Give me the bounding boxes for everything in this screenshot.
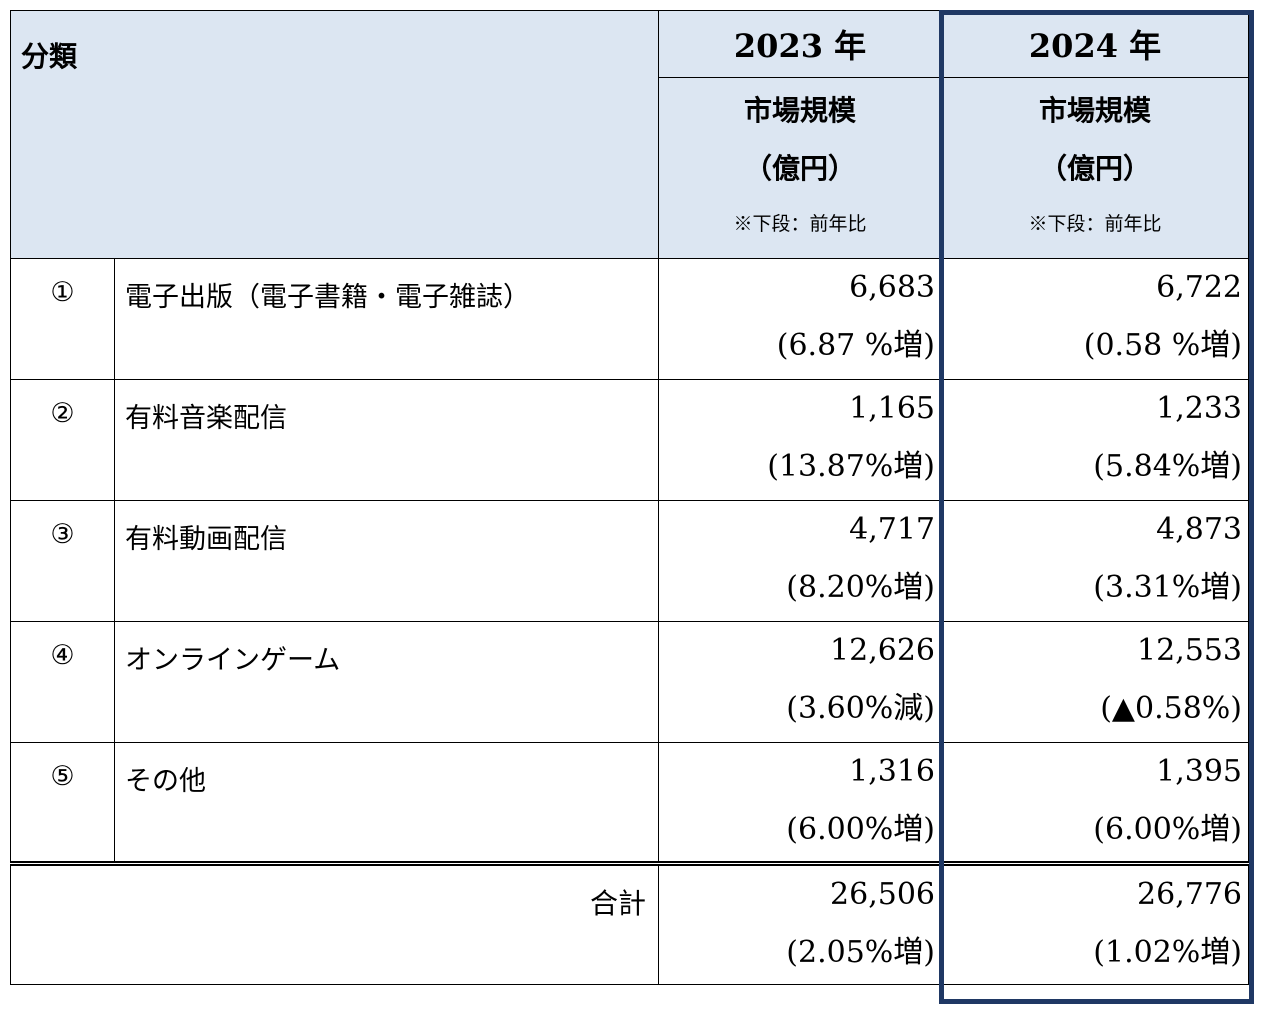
header-row-year: 分類 2023 年 2024 年 — [9, 10, 1250, 259]
market-size-value: 6,683 — [849, 270, 936, 305]
metric-label: 市場規模 — [1039, 94, 1152, 127]
total-value: 26,776 — [1137, 877, 1243, 912]
table-row: ④ オンラインゲーム 12,626 (3.60%減) 12,553 (▲0.58… — [10, 621, 1250, 743]
row-category: 有料音楽配信 — [113, 379, 660, 501]
market-size-value: 1,316 — [849, 754, 936, 789]
row-category: 電子出版（電子書籍・電子雑誌） — [113, 258, 660, 380]
market-size-value: 6,722 — [1156, 270, 1243, 305]
market-size-value: 4,873 — [1156, 512, 1243, 547]
metric-label: 市場規模 — [744, 94, 857, 127]
header-year-2024: 2024 年 — [941, 10, 1250, 78]
table-row: ② 有料音楽配信 1,165 (13.87%増) 1,233 (5.84%増) — [10, 379, 1250, 501]
value-2024: 4,873 (3.31%増) — [941, 500, 1250, 622]
table-row: ⑤ その他 1,316 (6.00%増) 1,395 (6.00%増) — [10, 742, 1250, 864]
market-size-value: 12,626 — [830, 633, 936, 668]
row-number: ① — [10, 258, 115, 380]
market-size-value: 1,233 — [1156, 391, 1243, 426]
yoy-change: (6.00%増) — [786, 812, 936, 847]
market-size-value: 4,717 — [849, 512, 936, 547]
total-yoy-change: (2.05%増) — [786, 935, 936, 970]
table-row: ① 電子出版（電子書籍・電子雑誌） 6,683 (6.87 %増) 6,722 … — [10, 258, 1250, 380]
value-2024: 1,233 (5.84%増) — [941, 379, 1250, 501]
value-2024: 1,395 (6.00%増) — [941, 742, 1250, 864]
row-number: ② — [10, 379, 115, 501]
row-category: オンラインゲーム — [113, 621, 660, 743]
yoy-change: (3.31%増) — [1093, 570, 1243, 605]
header-metric-2024: 市場規模 （億円） ※下段：前年比 — [941, 77, 1250, 259]
market-size-value: 1,165 — [849, 391, 936, 426]
header-class-label: 分類 — [9, 10, 660, 259]
table-row: ③ 有料動画配信 4,717 (8.20%増) 4,873 (3.31%増) — [10, 500, 1250, 622]
note-label: ※下段：前年比 — [1028, 213, 1162, 235]
value-2023: 1,316 (6.00%増) — [658, 742, 943, 864]
note-label: ※下段：前年比 — [733, 213, 867, 235]
yoy-change: (0.58 %増) — [1083, 328, 1243, 363]
row-number: ④ — [10, 621, 115, 743]
header-metric-2023: 市場規模 （億円） ※下段：前年比 — [658, 77, 943, 259]
yoy-change: (▲0.58%) — [1100, 691, 1243, 726]
market-size-value: 1,395 — [1156, 754, 1243, 789]
yoy-change: (3.60%減) — [786, 691, 936, 726]
total-row: 合計 26,506 (2.05%増) 26,776 (1.02%増) — [9, 861, 1250, 985]
header-year-2023: 2023 年 — [658, 10, 943, 78]
market-size-table-container: 分類 2023 年 2024 年 市場規模 （億円） ※下段：前年比 市場規模 … — [9, 10, 1255, 1004]
total-value: 26,506 — [830, 877, 936, 912]
total-yoy-change: (1.02%増) — [1093, 935, 1243, 970]
row-category: 有料動画配信 — [113, 500, 660, 622]
row-number: ③ — [10, 500, 115, 622]
total-label: 合計 — [9, 861, 660, 985]
yoy-change: (5.84%増) — [1093, 449, 1243, 484]
unit-label: （億円） — [1039, 152, 1152, 185]
row-category: その他 — [113, 742, 660, 864]
yoy-change: (6.00%増) — [1093, 812, 1243, 847]
market-size-value: 12,553 — [1137, 633, 1243, 668]
yoy-change: (13.87%増) — [767, 449, 936, 484]
value-2023: 4,717 (8.20%増) — [658, 500, 943, 622]
value-2023: 1,165 (13.87%増) — [658, 379, 943, 501]
total-2024: 26,776 (1.02%増) — [941, 861, 1250, 985]
value-2024: 6,722 (0.58 %増) — [941, 258, 1250, 380]
yoy-change: (6.87 %増) — [776, 328, 936, 363]
value-2024: 12,553 (▲0.58%) — [941, 621, 1250, 743]
value-2023: 6,683 (6.87 %増) — [658, 258, 943, 380]
row-number: ⑤ — [10, 742, 115, 864]
total-2023: 26,506 (2.05%増) — [658, 861, 943, 985]
unit-label: （億円） — [744, 152, 857, 185]
market-size-table: 分類 2023 年 2024 年 市場規模 （億円） ※下段：前年比 市場規模 … — [9, 10, 1250, 985]
header-row-metric: 市場規模 （億円） ※下段：前年比 市場規模 （億円） ※下段：前年比 — [11, 77, 1250, 259]
value-2023: 12,626 (3.60%減) — [658, 621, 943, 743]
yoy-change: (8.20%増) — [786, 570, 936, 605]
